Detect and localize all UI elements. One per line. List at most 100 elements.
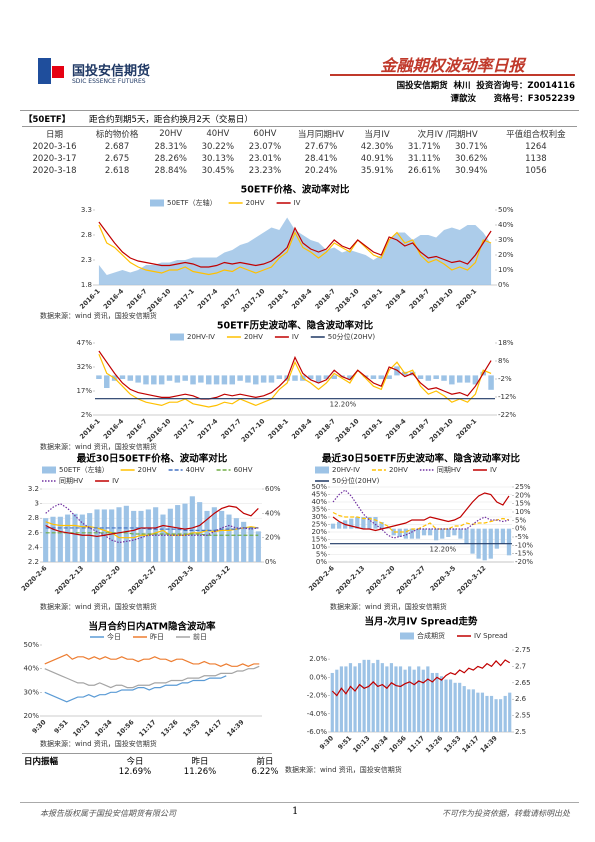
bar (307, 375, 314, 379)
table-cell: 30.62% (455, 154, 488, 164)
bar (361, 517, 366, 529)
bar (409, 528, 415, 539)
line (45, 527, 259, 531)
bar (467, 689, 471, 732)
table-row: 2020-3-18 2.618 28.84% 30.45% 23.23% 20.24% 35… (22, 165, 577, 177)
bar (143, 375, 149, 385)
y2-tick-label: 10% (515, 508, 531, 516)
table-cell: 28.41% (304, 154, 338, 164)
bar (255, 531, 261, 562)
legend-item: 20HV-IV (315, 466, 360, 474)
bar (123, 505, 129, 562)
bar (371, 663, 375, 732)
bar (241, 521, 247, 562)
x-tick-label: 10:13 (351, 734, 371, 754)
bar (119, 375, 126, 379)
bar (462, 686, 466, 732)
table-header: 日期 标的物价格 20HV 40HV 60HV 当月同期HV 当月IV 次月IV /同期HV 平… (22, 127, 577, 142)
legend-label: IV Spread (474, 632, 508, 640)
line (98, 224, 492, 276)
table-cell: 28.31% (154, 142, 187, 152)
x-tick-label: 11:17 (137, 718, 157, 738)
legend-item: 昨日 (133, 632, 164, 641)
line (331, 659, 511, 697)
bar (385, 666, 389, 732)
bar (315, 375, 322, 383)
legend-swatch (42, 466, 56, 474)
line (45, 521, 259, 539)
y2-tick-label: 40% (498, 221, 514, 229)
bar (373, 517, 378, 529)
chart-title: 50ETF价格、波动率对比 (241, 184, 350, 196)
bar (229, 375, 235, 385)
bar (253, 375, 259, 385)
y2-tick-label: 60% (265, 485, 281, 493)
legend-item: IV (95, 477, 119, 485)
bar (153, 507, 159, 562)
x-tick-label: 2020-1 (455, 417, 479, 441)
legend-item: 50分位(20HV) (315, 476, 380, 485)
y2-tick-label: 25% (515, 483, 531, 491)
y-tick-label: 40% (311, 498, 327, 506)
bar (464, 375, 471, 383)
bar (394, 666, 398, 732)
x-tick-label: 2020-2-6 (20, 564, 49, 593)
y-tick-label: 30% (311, 513, 327, 521)
bar (205, 375, 212, 385)
x-tick-label: 2020-1 (455, 287, 479, 311)
x-tick-label: 14:17 (203, 718, 223, 738)
legend-label: 20HV (246, 199, 265, 207)
line (332, 489, 510, 539)
bar (96, 375, 102, 379)
bar (268, 375, 275, 383)
legend-label: 同期HV (437, 466, 461, 474)
bar (412, 669, 416, 732)
bar (378, 375, 385, 379)
x-tick-label: 2016-4 (102, 287, 126, 311)
bar (417, 375, 424, 379)
y2-tick-label: 0% (498, 281, 509, 289)
x-tick-label: 2016-1 (78, 417, 102, 441)
bar (403, 669, 407, 732)
x-tick-label: 2018-10 (334, 287, 361, 314)
line (98, 350, 492, 400)
legend-label: IV (112, 477, 119, 485)
bar (448, 679, 453, 732)
bar (485, 695, 489, 732)
bar (348, 663, 353, 732)
legend-label: 50分位(20HV) (328, 332, 376, 341)
bar (476, 692, 480, 732)
bar (389, 663, 394, 732)
y2-tick-label: 2.7 (515, 662, 526, 670)
x-tick-label: 2018-1 (266, 417, 290, 441)
table-cell: 26.61% (407, 166, 441, 176)
y2-tick-label: -20% (515, 558, 533, 566)
legend-label: 50ETF（左轴） (167, 198, 217, 207)
line (44, 675, 227, 703)
bar (439, 676, 444, 732)
x-tick-label: 14:39 (225, 718, 246, 739)
column-header: 当月同期HV (297, 130, 345, 140)
bar (138, 510, 144, 562)
logo-text: 国投安信期货 (72, 64, 151, 79)
x-tick-label: 11:17 (406, 734, 426, 754)
bar (104, 375, 110, 388)
bar (166, 375, 173, 381)
table-cell: 30.13% (201, 154, 235, 164)
x-tick-label: 2019-1 (361, 287, 385, 311)
bar (458, 682, 462, 732)
bar (380, 663, 384, 732)
bar (403, 528, 408, 539)
bar (353, 666, 357, 732)
table-cell: 30.94% (455, 166, 488, 176)
logo-mark (38, 58, 64, 84)
legend-item: 50ETF（左轴） (150, 198, 217, 207)
x-tick-label: 2019-1 (361, 417, 385, 441)
y-tick-label: -4.0% (307, 710, 328, 718)
x-tick-label: 2020-2-27 (395, 564, 427, 596)
bar (434, 528, 439, 541)
footer-left: 本报告版权属于国投安信期货有限公司 (40, 809, 176, 818)
legend-label: IV (294, 199, 301, 207)
legend-item: 50分位(20HV) (310, 332, 376, 341)
bar (211, 507, 217, 562)
